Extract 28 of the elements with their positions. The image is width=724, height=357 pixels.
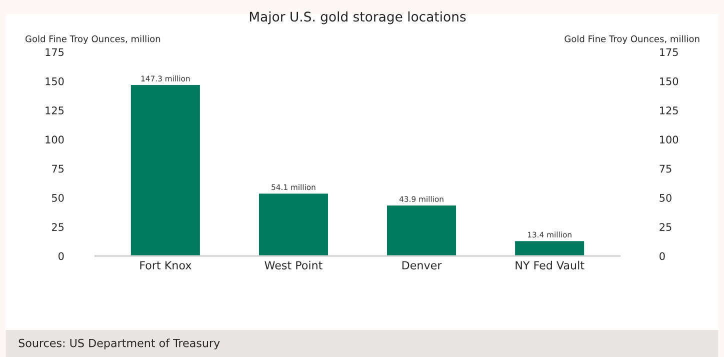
y2-tick-label: 0 bbox=[660, 252, 665, 260]
bar bbox=[386, 204, 458, 256]
y-tick-label: 50 bbox=[52, 194, 64, 202]
x-tick-label: West Point bbox=[264, 260, 322, 270]
y2-tick-label: 150 bbox=[660, 77, 678, 86]
y2-tick-label: 25 bbox=[660, 223, 672, 231]
y2-tick-label: 175 bbox=[660, 48, 678, 56]
chart-title: Major U.S. gold storage locations bbox=[250, 11, 466, 24]
bar bbox=[130, 84, 202, 256]
y2-tick-label: 75 bbox=[660, 164, 672, 173]
bar bbox=[258, 192, 330, 256]
y-tick-label: 150 bbox=[46, 77, 64, 86]
y2-axis-title: Gold Fine Troy Ounces, million bbox=[564, 35, 700, 44]
y-tick-label: 0 bbox=[58, 252, 64, 260]
y-tick-label: 175 bbox=[46, 48, 64, 56]
y2-tick-label: 125 bbox=[660, 106, 678, 114]
y2-tick-label: 50 bbox=[660, 194, 672, 202]
bar bbox=[514, 240, 586, 256]
y-tick-label: 100 bbox=[46, 136, 64, 144]
x-tick-label: Fort Knox bbox=[140, 261, 192, 270]
y-tick-label: 25 bbox=[52, 223, 64, 231]
y2-tick-label: 100 bbox=[660, 136, 678, 144]
source-note: Sources: US Department of Treasury bbox=[18, 338, 220, 350]
y-tick-label: 75 bbox=[52, 164, 64, 173]
y-tick-label: 125 bbox=[46, 106, 64, 114]
y-axis-title: Gold Fine Troy Ounces, million bbox=[26, 35, 160, 44]
x-tick-label: NY Fed Vault bbox=[516, 260, 584, 270]
x-tick-label: Denver bbox=[402, 261, 442, 270]
